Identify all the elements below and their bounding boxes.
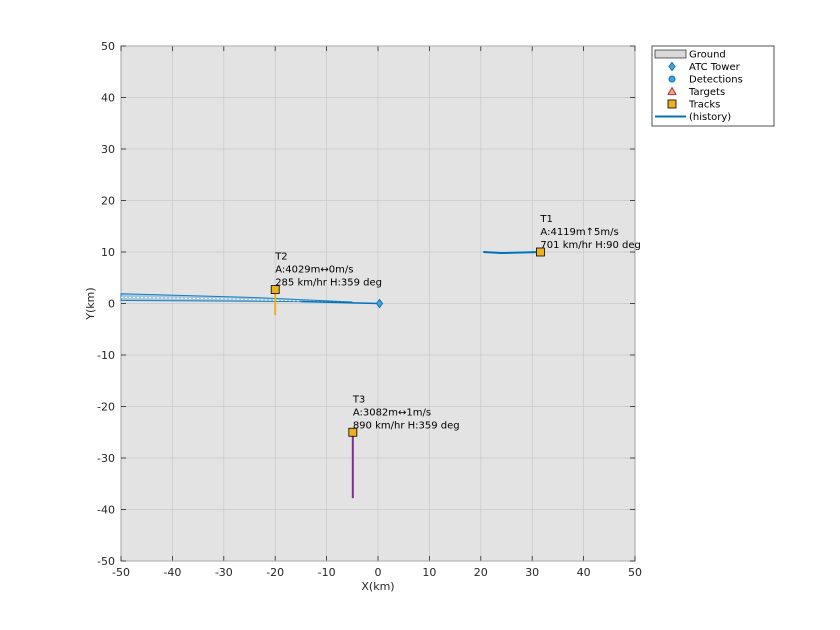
track-annotation: T3 [352,394,365,405]
y-tick-label: -40 [97,504,115,517]
x-tick-label: 20 [474,566,488,579]
x-tick-label: -50 [112,566,130,579]
x-tick-label: -30 [215,566,233,579]
legend-detections-swatch [668,75,676,83]
y-tick-label: 10 [101,246,115,259]
atc-tower-marker [375,298,384,309]
y-tick-label: -10 [97,349,115,362]
track-history-line [483,251,541,255]
x-tick-label: 50 [628,566,642,579]
legend-targets-swatch [667,86,677,95]
legend-entry-label: (history) [689,112,731,123]
legend-entry-label: Ground [689,50,726,61]
track-annotation: 285 km/hr H:359 deg [275,278,382,289]
x-axis-label: X(km) [361,580,394,593]
y-tick-label: -50 [97,555,115,568]
track-marker [348,427,358,437]
track-annotation: T2 [274,252,287,263]
x-tick-label: -40 [163,566,181,579]
legend-entry-label: Targets [688,87,725,98]
legend-entry-label: Tracks [688,100,720,111]
y-tick-label: -20 [97,401,115,414]
ground-history-line [300,300,379,305]
ground-band [120,293,353,303]
legend-tower-swatch [668,61,676,72]
y-tick-label: 50 [101,40,115,53]
track-annotation: A:4029m↔0m/s [275,265,353,276]
x-tick-label: 40 [577,566,591,579]
data-series: T1 A:4119m↑5m/s 701 km/hr H:90 deg T2 A:4029… [120,214,641,499]
y-tick-label: -30 [97,452,115,465]
track-annotation: A:3082m↔1m/s [353,407,431,418]
tick-labels: -50 -40 -30 -20 -10 0 10 20 30 40 50 -50 -40 -30 -20 -1… [97,40,642,579]
legend-box [651,45,775,127]
y-axis-label: Y(km) [84,287,97,320]
x-tick-label: 30 [525,566,539,579]
x-tick-label: -10 [318,566,336,579]
y-tick-label: 0 [108,298,115,311]
x-tick-label: -20 [266,566,284,579]
legend-entry-label: Detections [689,75,743,86]
track-annotation: 701 km/hr H:90 deg [540,240,640,251]
track-annotation: T1 [539,214,552,225]
x-tick-label: 10 [422,566,436,579]
track-annotation: A:4119m↑5m/s [540,227,618,238]
y-tick-label: 30 [101,143,115,156]
track-marker [536,247,545,257]
detections-trail [120,296,379,304]
track-marker [270,285,280,294]
y-tick-label: 40 [101,92,115,105]
legend-tracks-swatch [667,99,677,109]
y-tick-label: 20 [101,195,115,208]
x-tick-label: 0 [375,566,382,579]
legend-entry-label: ATC Tower [689,62,741,73]
track-annotation: 890 km/hr H:359 deg [353,420,460,431]
legend-ground-swatch [654,49,687,59]
